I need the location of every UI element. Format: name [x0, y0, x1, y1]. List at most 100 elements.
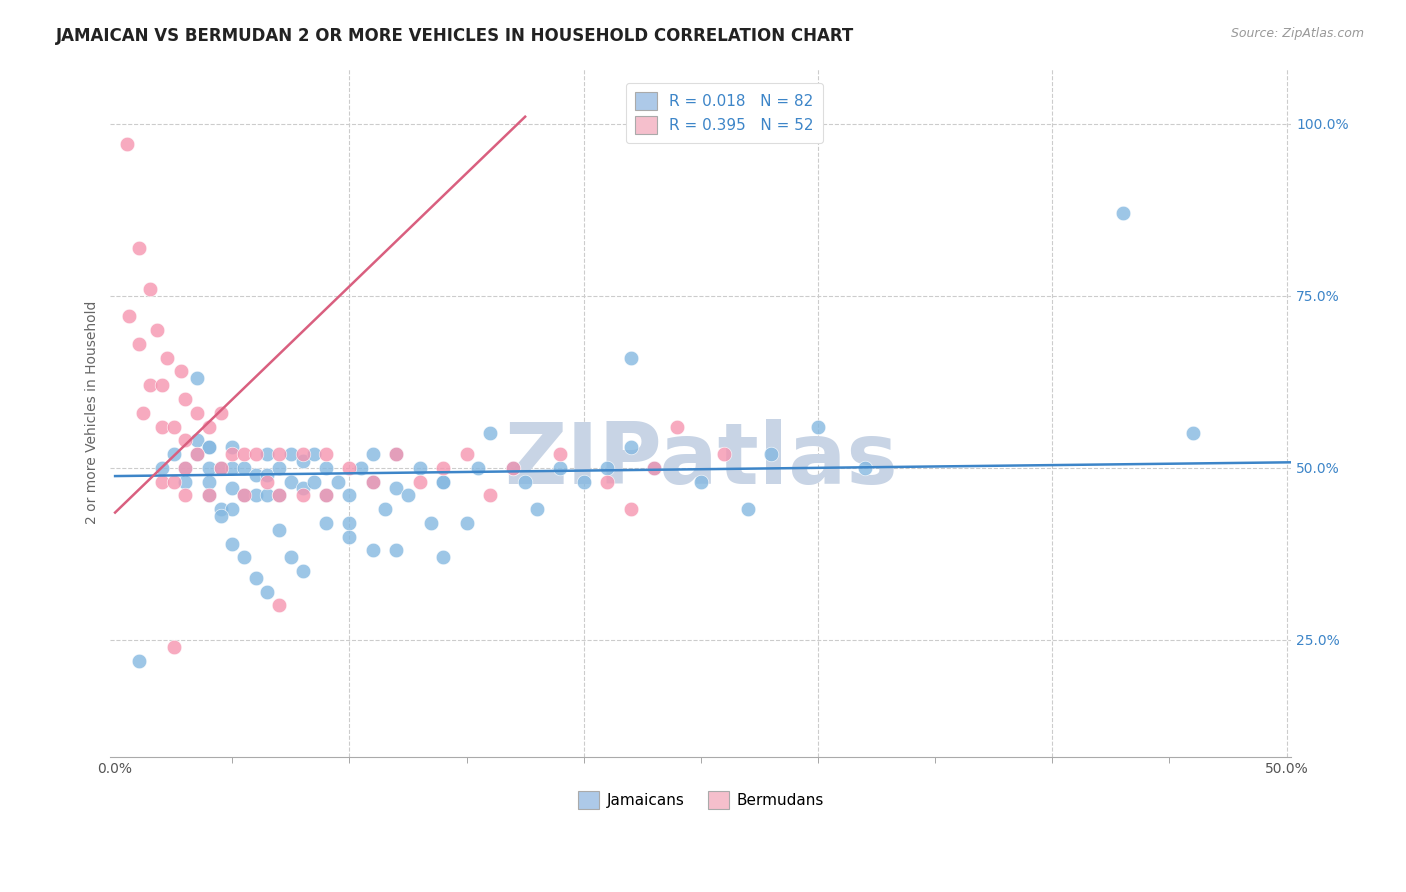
Point [233, 460, 256, 475]
Point [150, 378, 173, 392]
Point [339, 530, 361, 544]
Point [115, 137, 138, 152]
Point [174, 488, 197, 502]
Point [666, 419, 689, 434]
Point [596, 475, 619, 489]
Point [209, 508, 232, 523]
Point [361, 447, 384, 461]
Point [186, 447, 208, 461]
Point [548, 447, 571, 461]
Point [689, 475, 711, 489]
Point [479, 426, 502, 441]
Point [198, 475, 221, 489]
Point [513, 475, 536, 489]
Point [1181, 426, 1204, 441]
Point [409, 475, 432, 489]
Point [409, 460, 432, 475]
Y-axis label: 2 or more Vehicles in Household: 2 or more Vehicles in Household [86, 301, 100, 524]
Point [361, 475, 384, 489]
Point [198, 460, 221, 475]
Point [291, 488, 314, 502]
Point [150, 460, 173, 475]
Point [432, 475, 454, 489]
Point [132, 406, 155, 420]
Point [643, 460, 665, 475]
Point [432, 475, 454, 489]
Point [467, 460, 489, 475]
Point [221, 482, 243, 496]
Point [548, 460, 571, 475]
Point [245, 447, 267, 461]
Point [502, 460, 524, 475]
Point [269, 523, 291, 537]
Point [233, 488, 256, 502]
Point [269, 447, 291, 461]
Point [233, 488, 256, 502]
Point [174, 460, 197, 475]
Point [315, 488, 337, 502]
Point [280, 447, 302, 461]
Point [361, 475, 384, 489]
Point [385, 482, 408, 496]
Point [146, 323, 169, 337]
Point [198, 419, 221, 434]
Point [245, 467, 267, 482]
Point [256, 475, 278, 489]
Point [269, 460, 291, 475]
Point [221, 440, 243, 454]
Point [502, 460, 524, 475]
Point [128, 337, 150, 351]
Point [385, 447, 408, 461]
Point [853, 460, 876, 475]
Point [170, 364, 193, 378]
Point [643, 460, 665, 475]
Point [526, 502, 548, 516]
Point [150, 475, 173, 489]
Point [456, 447, 478, 461]
Point [186, 434, 208, 448]
Point [256, 467, 278, 482]
Point [198, 488, 221, 502]
Point [186, 406, 208, 420]
Point [432, 460, 454, 475]
Point [713, 447, 735, 461]
Point [350, 460, 373, 475]
Point [221, 536, 243, 550]
Point [737, 502, 759, 516]
Point [291, 482, 314, 496]
Text: Source: ZipAtlas.com: Source: ZipAtlas.com [1230, 27, 1364, 40]
Point [280, 475, 302, 489]
Point [186, 447, 208, 461]
Point [198, 488, 221, 502]
Point [209, 460, 232, 475]
Point [304, 447, 326, 461]
Point [150, 419, 173, 434]
Point [256, 584, 278, 599]
Point [807, 419, 830, 434]
Point [374, 502, 396, 516]
Point [163, 447, 186, 461]
Point [479, 488, 502, 502]
Point [339, 516, 361, 530]
Point [245, 488, 267, 502]
Point [221, 502, 243, 516]
Point [233, 447, 256, 461]
Point [163, 640, 186, 654]
Point [209, 406, 232, 420]
Text: ZIPatlas: ZIPatlas [503, 419, 898, 502]
Point [339, 460, 361, 475]
Point [163, 475, 186, 489]
Point [291, 447, 314, 461]
Text: JAMAICAN VS BERMUDAN 2 OR MORE VEHICLES IN HOUSEHOLD CORRELATION CHART: JAMAICAN VS BERMUDAN 2 OR MORE VEHICLES … [56, 27, 855, 45]
Point [128, 240, 150, 254]
Point [174, 392, 197, 406]
Point [420, 516, 443, 530]
Point [174, 460, 197, 475]
Point [269, 599, 291, 613]
Point [385, 543, 408, 558]
Point [326, 475, 349, 489]
Point [198, 440, 221, 454]
Point [361, 543, 384, 558]
Point [186, 371, 208, 385]
Point [256, 488, 278, 502]
